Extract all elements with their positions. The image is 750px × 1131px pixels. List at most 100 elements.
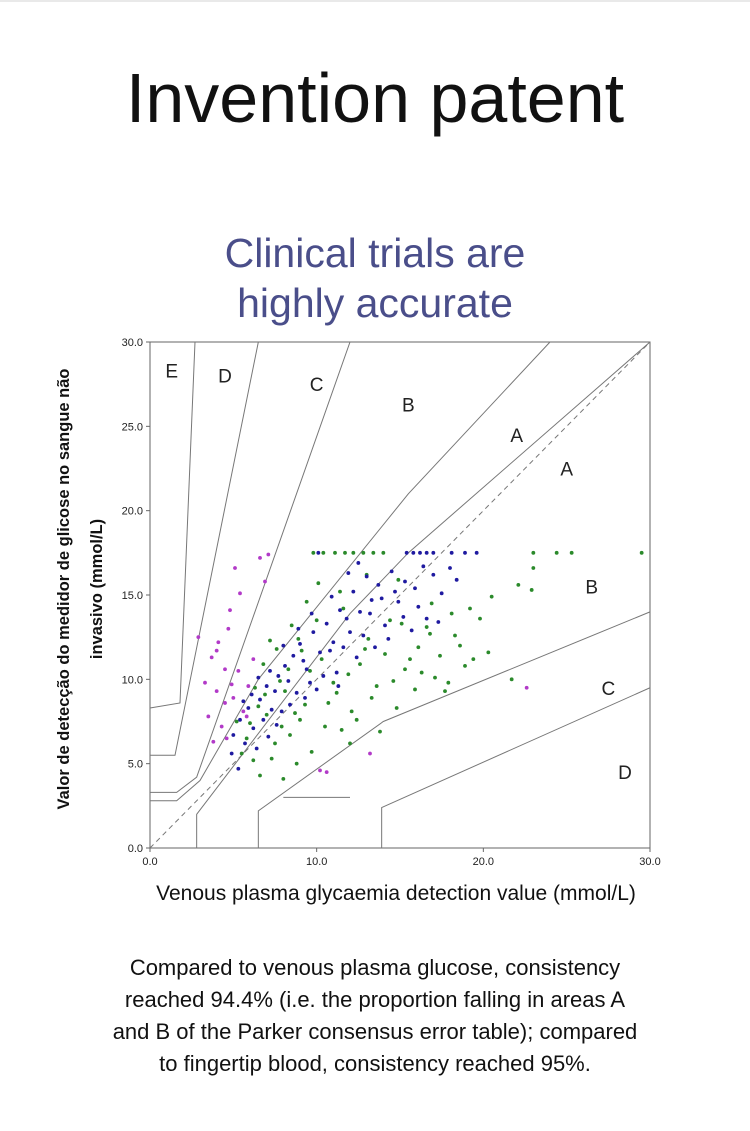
data-point [369, 695, 374, 700]
data-point [338, 608, 342, 613]
data-point [248, 721, 252, 726]
zone-label: A [560, 460, 573, 481]
y-tick-label: 0.0 [128, 843, 143, 855]
data-point [354, 717, 359, 722]
data-point [424, 625, 429, 629]
data-point [446, 680, 451, 685]
subtitle-line: highly accurate [237, 280, 513, 326]
data-point [269, 707, 274, 712]
data-point [214, 648, 219, 653]
data-point [234, 719, 239, 724]
data-point [486, 650, 491, 655]
zone-boundary [150, 341, 351, 793]
data-point [409, 628, 414, 633]
zone-boundary [257, 611, 651, 848]
data-point [274, 722, 279, 727]
data-point [376, 582, 381, 587]
data-point [396, 599, 401, 604]
data-point [241, 709, 246, 714]
data-point [454, 577, 459, 582]
data-point [308, 669, 312, 673]
data-point [314, 687, 319, 692]
data-point [383, 623, 387, 628]
subtitle-line: Clinical trials are [224, 230, 526, 276]
data-point [396, 577, 401, 582]
data-point [276, 674, 281, 678]
data-point [266, 734, 271, 739]
data-point [258, 773, 262, 778]
data-point [448, 566, 452, 570]
data-point [453, 633, 457, 638]
data-point [346, 672, 351, 677]
data-point [364, 574, 369, 579]
y-tick-label: 5.0 [128, 759, 143, 771]
data-point [244, 714, 249, 719]
data-point [223, 667, 227, 672]
data-point [458, 643, 462, 648]
data-point [294, 761, 299, 766]
data-point [424, 550, 429, 555]
x-tick-label: 30.0 [639, 856, 660, 868]
data-point [413, 687, 417, 692]
zone-label: D [618, 763, 632, 784]
data-point [211, 739, 216, 744]
data-point [318, 768, 322, 773]
data-point [368, 751, 372, 756]
data-point [431, 550, 436, 555]
data-point [348, 741, 352, 746]
data-point [408, 657, 412, 661]
data-point [294, 690, 299, 695]
data-point [233, 566, 237, 570]
data-point [358, 609, 362, 614]
zone-label: C [310, 375, 324, 396]
data-point [264, 684, 269, 688]
data-point [516, 582, 521, 587]
data-point [439, 591, 444, 596]
data-point [323, 724, 327, 729]
data-point [281, 643, 286, 648]
data-point [236, 669, 241, 673]
data-point [246, 684, 251, 688]
data-point [381, 550, 386, 555]
data-point [354, 655, 359, 660]
data-point [239, 751, 244, 756]
data-point [329, 594, 334, 599]
data-point [436, 620, 441, 624]
data-point [416, 645, 421, 650]
data-point [524, 685, 529, 690]
data-point [256, 704, 261, 709]
data-point [324, 621, 329, 626]
data-point [341, 645, 346, 650]
data-point [404, 550, 409, 555]
data-point [351, 550, 356, 555]
data-point [449, 611, 454, 616]
top-divider [0, 0, 750, 2]
data-point [334, 670, 339, 675]
data-point [379, 596, 384, 601]
data-point [249, 692, 254, 697]
data-point [401, 615, 406, 619]
data-point [261, 662, 266, 667]
data-point [428, 631, 432, 636]
data-point [411, 550, 416, 555]
data-point [243, 741, 247, 746]
data-point [403, 667, 407, 672]
data-point [531, 566, 536, 570]
data-point [298, 717, 302, 722]
zone-boundary [150, 341, 259, 756]
zone-boundary [149, 341, 196, 709]
caption-line: and B of the Parker consensus error tabl… [112, 1019, 638, 1044]
plot-area: E D C B A A B C D 0.0 5.0 10.0 15.0 20.0 25.0 30.0 0.0 10… [122, 337, 661, 868]
zone-label: B [402, 395, 415, 416]
data-point [283, 689, 287, 694]
data-point [449, 550, 454, 555]
data-point [296, 636, 301, 641]
data-point [369, 598, 374, 602]
data-point [274, 647, 279, 651]
data-point [333, 550, 337, 555]
data-point [343, 550, 347, 555]
data-point [388, 618, 392, 623]
data-point [209, 655, 214, 660]
data-point [326, 701, 331, 705]
data-point [224, 736, 229, 741]
